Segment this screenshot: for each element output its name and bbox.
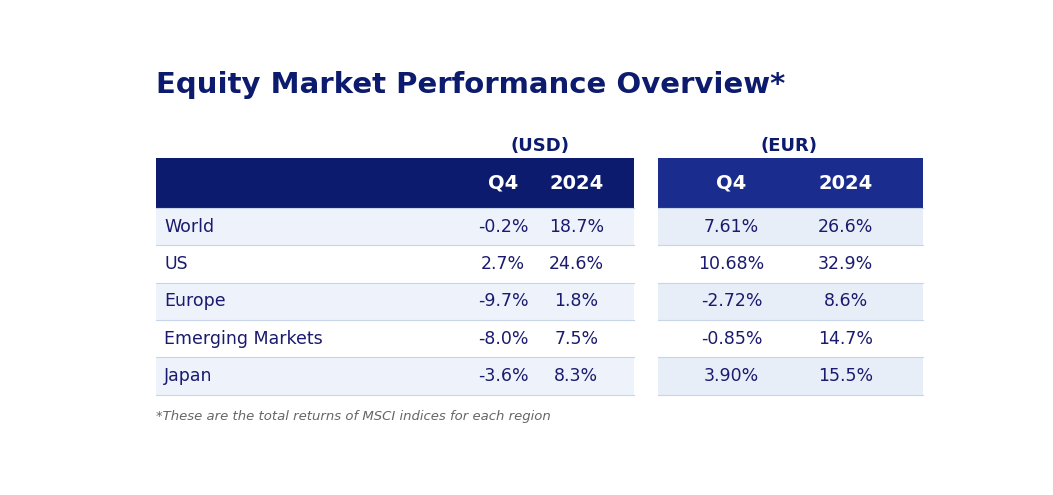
- Text: -3.6%: -3.6%: [478, 367, 529, 385]
- Text: 2024: 2024: [550, 174, 603, 193]
- FancyBboxPatch shape: [156, 158, 634, 208]
- Text: 8.3%: 8.3%: [554, 367, 598, 385]
- Text: Q4: Q4: [716, 174, 747, 193]
- Text: (EUR): (EUR): [760, 137, 817, 154]
- FancyBboxPatch shape: [658, 357, 923, 395]
- Text: Q4: Q4: [488, 174, 518, 193]
- Text: 8.6%: 8.6%: [823, 293, 868, 310]
- FancyBboxPatch shape: [156, 208, 634, 246]
- Text: Emerging Markets: Emerging Markets: [164, 330, 323, 348]
- Text: -2.72%: -2.72%: [700, 293, 762, 310]
- Text: (USD): (USD): [510, 137, 570, 154]
- Text: 10.68%: 10.68%: [698, 255, 764, 273]
- Text: World: World: [164, 218, 215, 236]
- Text: 7.61%: 7.61%: [703, 218, 759, 236]
- Text: US: US: [164, 255, 187, 273]
- Text: Japan: Japan: [164, 367, 213, 385]
- Text: 24.6%: 24.6%: [549, 255, 604, 273]
- FancyBboxPatch shape: [156, 283, 634, 320]
- FancyBboxPatch shape: [658, 320, 923, 357]
- FancyBboxPatch shape: [658, 208, 923, 246]
- Text: 7.5%: 7.5%: [554, 330, 598, 348]
- FancyBboxPatch shape: [156, 357, 634, 395]
- FancyBboxPatch shape: [658, 246, 923, 283]
- Text: 2024: 2024: [818, 174, 873, 193]
- Text: 26.6%: 26.6%: [818, 218, 873, 236]
- Text: 18.7%: 18.7%: [549, 218, 604, 236]
- Text: Equity Market Performance Overview*: Equity Market Performance Overview*: [156, 71, 786, 99]
- Text: 14.7%: 14.7%: [818, 330, 873, 348]
- FancyBboxPatch shape: [658, 283, 923, 320]
- Text: *These are the total returns of MSCI indices for each region: *These are the total returns of MSCI ind…: [156, 410, 551, 423]
- Text: -8.0%: -8.0%: [478, 330, 529, 348]
- Text: -0.85%: -0.85%: [700, 330, 762, 348]
- Text: -9.7%: -9.7%: [478, 293, 529, 310]
- FancyBboxPatch shape: [156, 246, 634, 283]
- Text: 1.8%: 1.8%: [554, 293, 598, 310]
- FancyBboxPatch shape: [156, 320, 634, 357]
- Text: 2.7%: 2.7%: [481, 255, 525, 273]
- Text: 3.90%: 3.90%: [703, 367, 759, 385]
- Text: 15.5%: 15.5%: [818, 367, 873, 385]
- Text: -0.2%: -0.2%: [478, 218, 529, 236]
- FancyBboxPatch shape: [658, 158, 923, 208]
- Text: 32.9%: 32.9%: [818, 255, 873, 273]
- Text: Europe: Europe: [164, 293, 226, 310]
